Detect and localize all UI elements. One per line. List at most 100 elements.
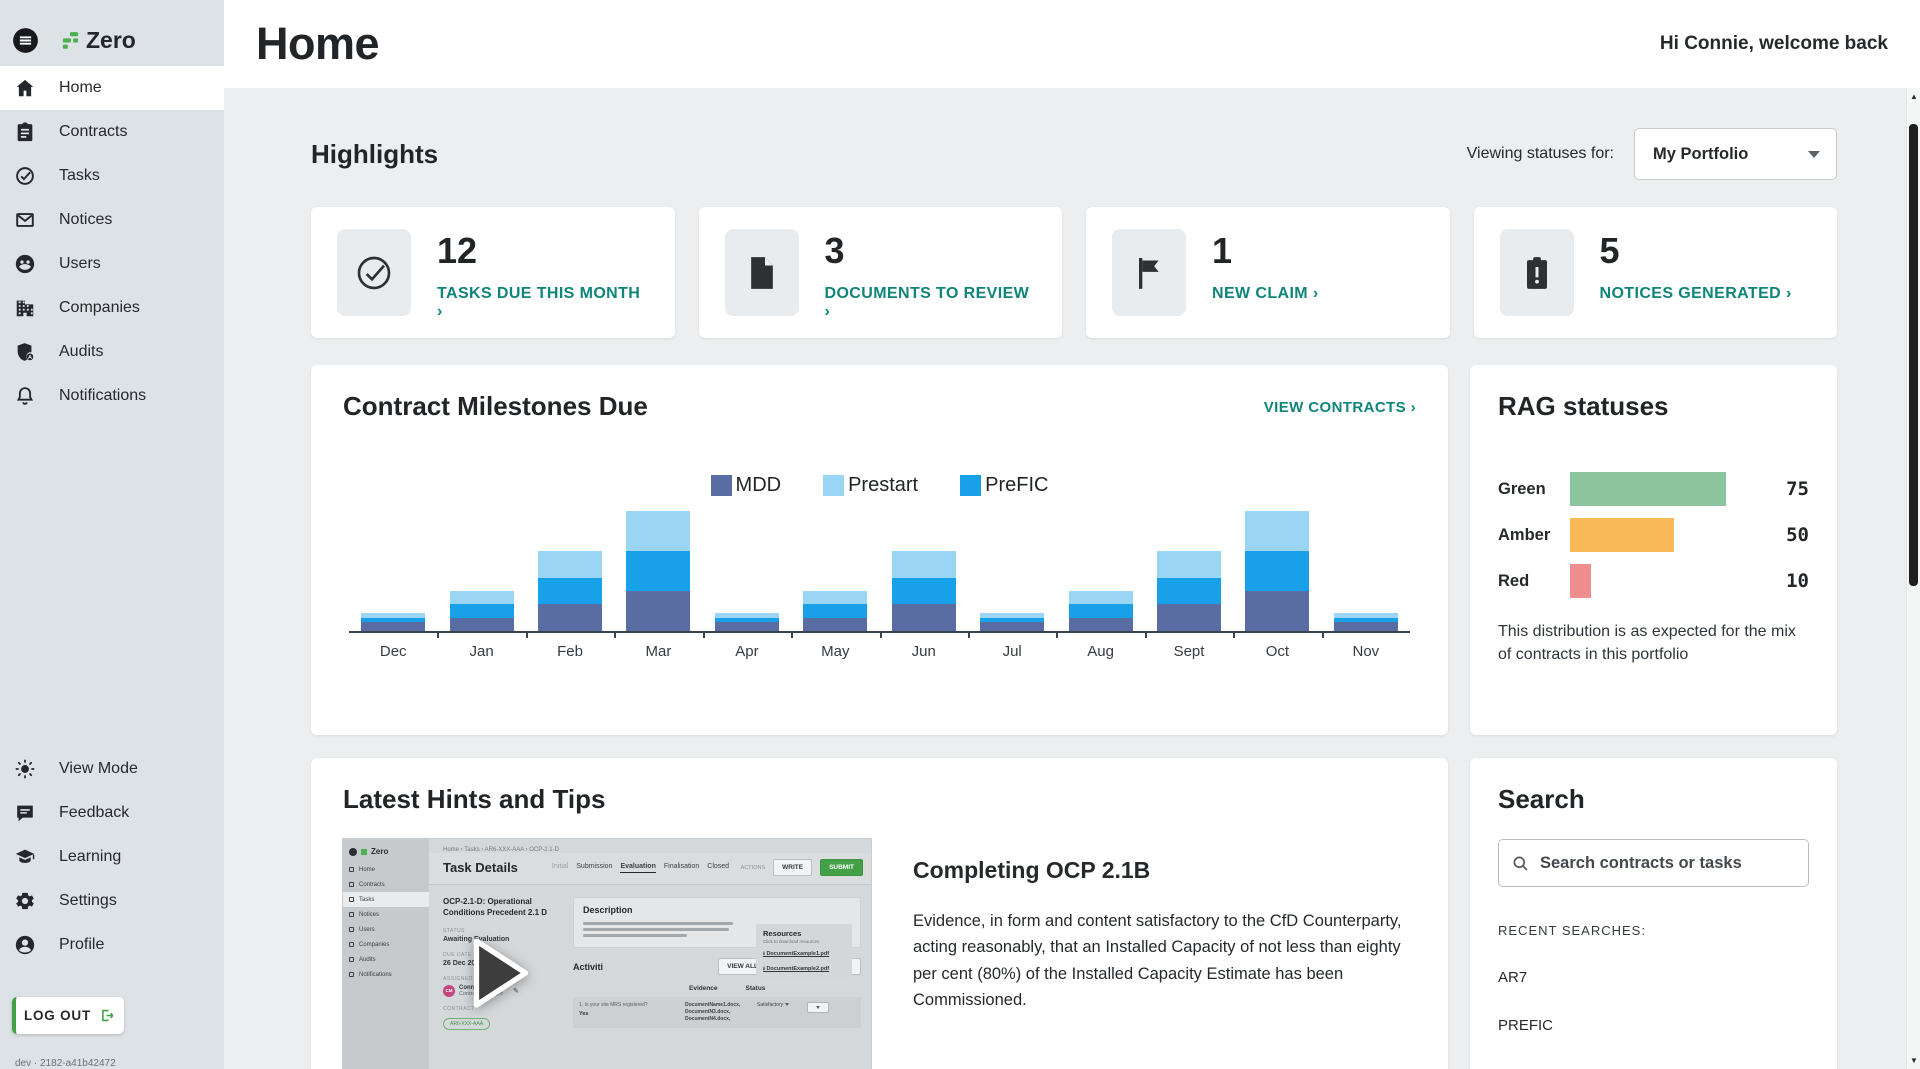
thumb-sidebar: Zero Home Contracts Tasks Notices Users Compa… (343, 839, 429, 1069)
scrollbar-thumb[interactable] (1909, 124, 1918, 586)
stat-link[interactable]: NOTICES GENERATED › (1599, 285, 1792, 302)
thumb-row-select (807, 1002, 829, 1013)
milestones-card: Contract Milestones Due VIEW CONTRACTS ›… (311, 365, 1448, 735)
scrollbar-down-icon[interactable]: ▼ (1910, 1056, 1918, 1065)
sidebar-item-home[interactable]: Home (0, 66, 224, 110)
zero-logo-icon (62, 31, 79, 49)
stat-link[interactable]: TASKS DUE THIS MONTH › (437, 285, 641, 320)
recent-search-item[interactable]: PREFIC (1498, 1017, 1554, 1034)
chart-legend: MDD Prestart PreFIC (343, 474, 1416, 497)
stat-value: 1 (1212, 230, 1233, 271)
sidebar-item-label: Learning (59, 848, 122, 865)
bar-nov (1322, 613, 1410, 631)
thumb-tab-finalisation: Finalisation (663, 862, 700, 870)
sidebar-footer-nav: View Mode Feedback Learning Settings Profile (0, 747, 224, 967)
axis-tick (967, 631, 970, 638)
sidebar-item-companies[interactable]: Companies (0, 286, 224, 330)
rag-value: 10 (1786, 570, 1809, 592)
sidebar-item-tasks[interactable]: Tasks (0, 154, 224, 198)
thumb-write-button: WRITE (773, 859, 813, 876)
sidebar-item-view-mode[interactable]: View Mode (0, 747, 224, 791)
bar-mar (614, 511, 702, 631)
thumb-description-title: Description (583, 905, 633, 915)
sidebar-item-label: Feedback (59, 804, 130, 821)
segment-mdd (361, 622, 426, 631)
sidebar-item-settings[interactable]: Settings (0, 879, 224, 923)
axis-label-dec: Dec (379, 643, 407, 660)
hint-text-block: Completing OCP 2.1B Evidence, in form an… (913, 839, 1416, 1069)
app-logo[interactable]: Zero (61, 27, 136, 54)
thumb-nav-contracts: Contracts (343, 877, 429, 892)
main-content: Highlights Viewing statuses for: My Port… (224, 88, 1906, 1069)
thumb-edit-icon: ✎ (513, 987, 519, 995)
axis-tick (614, 631, 617, 638)
search-box[interactable] (1498, 839, 1809, 887)
bar-jul (968, 613, 1056, 631)
sidebar-item-label: Contracts (59, 123, 128, 140)
segment-mdd (1333, 622, 1398, 631)
sidebar-item-audits[interactable]: Audits (0, 330, 224, 374)
thumb-logo-icon (361, 848, 367, 855)
stat-card: 1 NEW CLAIM › (1086, 207, 1450, 338)
portfolio-select[interactable]: My Portfolio (1634, 128, 1837, 180)
sidebar-item-profile[interactable]: Profile (0, 923, 224, 967)
page-scrollbar[interactable]: ▲ ▼ (1906, 88, 1920, 1069)
logout-button[interactable]: LOG OUT (12, 997, 124, 1034)
segment-prestart (891, 550, 956, 578)
rag-value: 50 (1786, 524, 1809, 546)
axis-tick (702, 631, 705, 638)
legend-swatch (710, 475, 732, 496)
axis-tick (1233, 631, 1236, 638)
axis-tick (1144, 631, 1147, 638)
segment-prestart (1068, 591, 1133, 605)
highlights-title: Highlights (311, 138, 439, 169)
stat-card: 5 NOTICES GENERATED › (1473, 207, 1837, 338)
view-contracts-link[interactable]: VIEW CONTRACTS › (1263, 399, 1416, 416)
stat-value: 3 (824, 230, 845, 271)
thumb-nav-notices: Notices (343, 907, 429, 922)
thumb-tab-initial: Initial (551, 862, 569, 870)
check-circle-icon (13, 165, 36, 188)
video-thumbnail[interactable]: Zero Home Contracts Tasks Notices Users Compa… (343, 839, 871, 1069)
sidebar-item-feedback[interactable]: Feedback (0, 791, 224, 835)
legend-prefic: PreFIC (960, 474, 1048, 497)
play-icon[interactable] (469, 935, 533, 1011)
search-card: Search RECENT SEARCHES: AR7 PREFIC (1470, 758, 1837, 1069)
segment-mdd (891, 604, 956, 631)
sidebar-item-label: Users (59, 255, 101, 272)
thumb-breadcrumb: Home › Tasks › AR6-XXX-AAA › OCP-2.1-D (443, 847, 559, 853)
stat-link[interactable]: NEW CLAIM › (1212, 285, 1319, 302)
hints-title: Latest Hints and Tips (343, 784, 606, 814)
hamburger-menu-icon[interactable] (12, 27, 39, 54)
thumb-due-value: 26 Dec 2025 (443, 959, 484, 967)
sidebar-item-learning[interactable]: Learning (0, 835, 224, 879)
sidebar-item-notices[interactable]: Notices (0, 198, 224, 242)
thumb-task-name: OCP-2.1-D: Operational Conditions Preced… (443, 897, 548, 917)
thumb-nav-tasks: Tasks (343, 892, 429, 907)
stat-card: 3 DOCUMENTS TO REVIEW › (698, 207, 1062, 338)
stat-link[interactable]: DOCUMENTS TO REVIEW › (824, 285, 1030, 320)
axis-label-sept: Sept (1173, 643, 1205, 660)
scrollbar-up-icon[interactable]: ▲ (1910, 92, 1918, 101)
user-greeting: Hi Connie, welcome back (1659, 33, 1888, 54)
home-icon (13, 77, 36, 100)
search-input[interactable] (1540, 853, 1796, 873)
search-title: Search (1498, 784, 1585, 814)
segment-prestart (1333, 613, 1398, 618)
segment-prefic (980, 617, 1045, 623)
sidebar-item-contracts[interactable]: Contracts (0, 110, 224, 154)
sidebar-item-notifications[interactable]: Notifications (0, 374, 224, 418)
search-icon (1513, 856, 1528, 870)
thumb-due-label: DUE DATE (443, 951, 472, 958)
thumb-nav-users: Users (343, 922, 429, 937)
legend-mdd: MDD (710, 474, 781, 497)
thumb-contract-label: CONTRACT (443, 1005, 475, 1012)
segment-prestart (980, 613, 1045, 618)
recent-search-item[interactable]: AR7 (1498, 969, 1528, 986)
axis-tick (1321, 631, 1324, 638)
rag-card: RAG statuses Green 75 Amber 50 Red 10 This di… (1470, 365, 1837, 735)
thumb-tab-closed: Closed (707, 862, 730, 870)
sidebar-item-users[interactable]: Users (0, 242, 224, 286)
segment-prefic (361, 617, 426, 623)
